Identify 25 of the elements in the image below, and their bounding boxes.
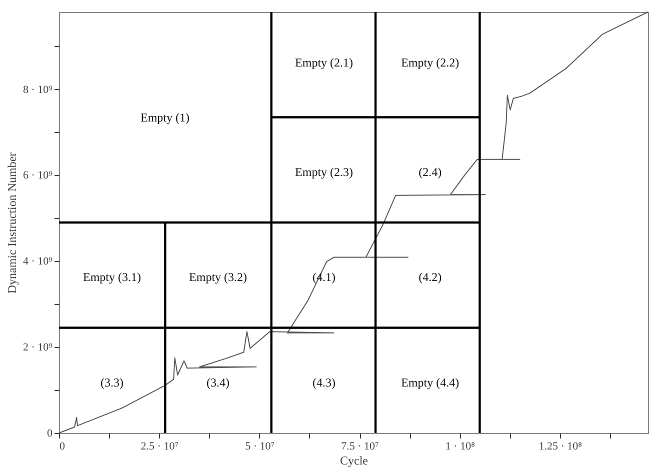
annotation: Empty (2.1) [295, 56, 354, 70]
x-tick-label: 5 · 10⁷ [245, 440, 275, 452]
y-tick-label: 8 · 10⁹ [23, 84, 53, 96]
annotation: Empty (2.2) [401, 56, 460, 70]
x-tick-label: 1.25 · 10⁸ [538, 440, 582, 452]
y-tick-label: 2 · 10⁹ [23, 342, 53, 354]
y-tick-label: 4 · 10⁹ [23, 256, 53, 268]
annotation: (3.4) [206, 375, 230, 390]
annotation: Empty (1) [140, 110, 190, 124]
annotation: (3.3) [100, 375, 124, 390]
x-tick-label: 2.5 · 10⁷ [140, 440, 179, 452]
annotation: (2.4) [418, 164, 442, 179]
x-tick-label: 0 [60, 440, 66, 452]
x-axis-title: Cycle [340, 454, 368, 468]
x-tick-label: 7.5 · 10⁷ [341, 440, 380, 452]
y-tick-label: 0 [47, 428, 53, 440]
annotation: Empty (3.1) [83, 270, 142, 284]
x-tick-label: 1 · 10⁸ [445, 440, 476, 452]
annotation: Empty (3.2) [189, 270, 248, 284]
y-tick-label: 6 · 10⁹ [23, 170, 53, 182]
annotation: Empty (4.4) [401, 375, 460, 390]
annotation: (4.3) [312, 375, 336, 390]
annotation: Empty (2.3) [295, 164, 354, 179]
annotation: (4.2) [418, 270, 442, 284]
y-axis-title: Dynamic Instruction Number [5, 152, 19, 294]
